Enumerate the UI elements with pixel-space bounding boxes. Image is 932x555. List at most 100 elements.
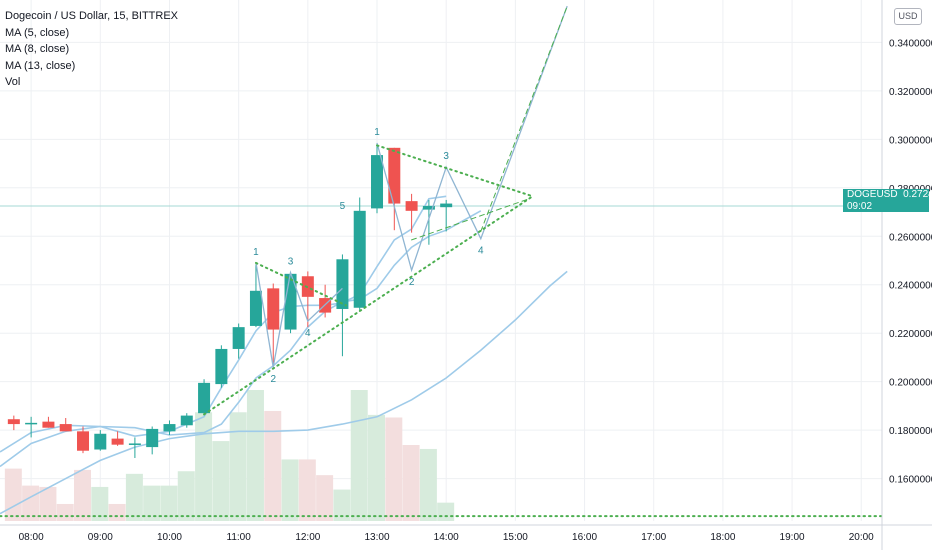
volume-bar: [298, 459, 316, 521]
trendline-dashed: [411, 198, 530, 241]
volume-bar: [39, 486, 57, 521]
legend-ma13[interactable]: MA (13, close): [5, 59, 76, 72]
x-tick-label: 10:00: [157, 532, 182, 543]
chart-legend: Dogecoin / US Dollar, 15, BITTREX MA (5,…: [5, 8, 178, 91]
legend-ma5[interactable]: MA (5, close): [5, 26, 70, 39]
pattern-point-label: 1: [374, 127, 380, 138]
volume-bar: [368, 414, 386, 521]
volume-bar: [437, 502, 455, 521]
ma-line: [0, 270, 568, 515]
candle-body: [353, 210, 366, 308]
x-tick-label: 15:00: [503, 532, 528, 543]
last-price-value: 0.27248000: [903, 189, 932, 200]
volume-bar: [177, 471, 195, 521]
pattern-path: [376, 5, 568, 273]
candle-body: [336, 259, 349, 309]
candle-body: [7, 419, 20, 425]
pattern-point-label: 3: [288, 257, 294, 268]
volume-bar: [385, 417, 403, 521]
x-tick-label: 08:00: [19, 532, 44, 543]
volume-bar: [246, 390, 264, 521]
volume-bar: [419, 448, 437, 521]
y-tick-label: 0.34000000: [889, 38, 932, 49]
candle-layer: [7, 142, 453, 458]
volume-bar: [402, 445, 420, 521]
bar-countdown: 09:02: [847, 200, 873, 212]
candle-body: [198, 382, 211, 414]
candle-body: [284, 273, 297, 330]
volume-bar: [281, 459, 299, 521]
volume-bar: [125, 473, 143, 521]
volume-bar: [56, 503, 74, 521]
x-tick-label: 17:00: [641, 532, 666, 543]
ma-line: [0, 210, 482, 468]
candle-body: [405, 201, 418, 211]
candle-body: [215, 348, 228, 385]
candle-body: [232, 327, 245, 349]
pattern-layer: 1 2 3 4 5 1 2 3 4: [0, 5, 883, 518]
candle-body: [146, 428, 159, 448]
volume-bar: [333, 489, 351, 521]
pattern-point-label: 1: [253, 247, 259, 258]
x-tick-label: 14:00: [434, 532, 459, 543]
candle-body: [94, 433, 107, 450]
volume-bar: [143, 485, 161, 521]
candle-body: [388, 147, 401, 204]
ma-line: [0, 195, 447, 453]
volume-bar: [74, 469, 92, 521]
candle-body: [163, 424, 176, 432]
pattern-point-label: 2: [409, 277, 415, 288]
y-tick-label: 0.32000000: [889, 87, 932, 98]
candle-body: [25, 422, 38, 425]
legend-symbol[interactable]: Dogecoin / US Dollar, 15, BITTREX: [5, 10, 179, 22]
volume-bar: [195, 412, 213, 521]
y-tick-label: 0.24000000: [889, 281, 932, 292]
y-tick-label: 0.30000000: [889, 135, 932, 146]
volume-layer: [4, 390, 455, 521]
candle-body: [249, 290, 262, 326]
x-tick-label: 13:00: [364, 532, 389, 543]
y-tick-label: 0.20000000: [889, 378, 932, 389]
candle-body: [371, 155, 384, 209]
symbol-label: DOGEUSD: [847, 189, 898, 200]
volume-bar: [108, 503, 126, 521]
volume-bar: [160, 485, 178, 521]
volume-bar: [229, 412, 247, 521]
candle-body: [128, 443, 141, 445]
x-tick-label: 16:00: [572, 532, 597, 543]
legend-vol[interactable]: Vol: [5, 76, 21, 88]
legend-ma8[interactable]: MA (8, close): [5, 43, 70, 55]
volume-bar: [22, 485, 40, 521]
x-tick-label: 18:00: [710, 532, 735, 543]
x-tick-label: 19:00: [780, 532, 805, 543]
volume-bar: [4, 468, 22, 521]
volume-bar: [91, 486, 109, 521]
volume-bar: [212, 441, 230, 521]
x-tick-label: 20:00: [849, 532, 874, 543]
pattern-point-label: 3: [443, 151, 449, 162]
y-tick-label: 0.26000000: [889, 232, 932, 243]
volume-bar: [264, 410, 282, 521]
pattern-point-label: 5: [340, 201, 346, 212]
y-tick-label: 0.16000000: [889, 475, 932, 486]
candle-body: [42, 421, 55, 428]
trendline-dotted: [376, 144, 534, 198]
x-tick-label: 09:00: [88, 532, 113, 543]
candle-body: [440, 203, 453, 208]
trendline-dotted: [254, 261, 347, 307]
candle-body: [267, 288, 280, 330]
trendline-dashed: [480, 5, 568, 232]
currency-button[interactable]: USD: [894, 8, 922, 25]
trendline-dotted: [203, 195, 534, 416]
last-price-badge: DOGEUSD 0.27248000 09:02: [843, 189, 932, 212]
last-price-label: DOGEUSD 0.27248000: [847, 189, 932, 201]
pattern-point-label: 4: [305, 328, 311, 339]
pattern-path: [255, 262, 343, 368]
x-tick-label: 11:00: [227, 532, 252, 543]
y-tick-label: 0.18000000: [889, 426, 932, 437]
x-tick-label: 12:00: [295, 532, 320, 543]
volume-bar: [350, 390, 368, 521]
